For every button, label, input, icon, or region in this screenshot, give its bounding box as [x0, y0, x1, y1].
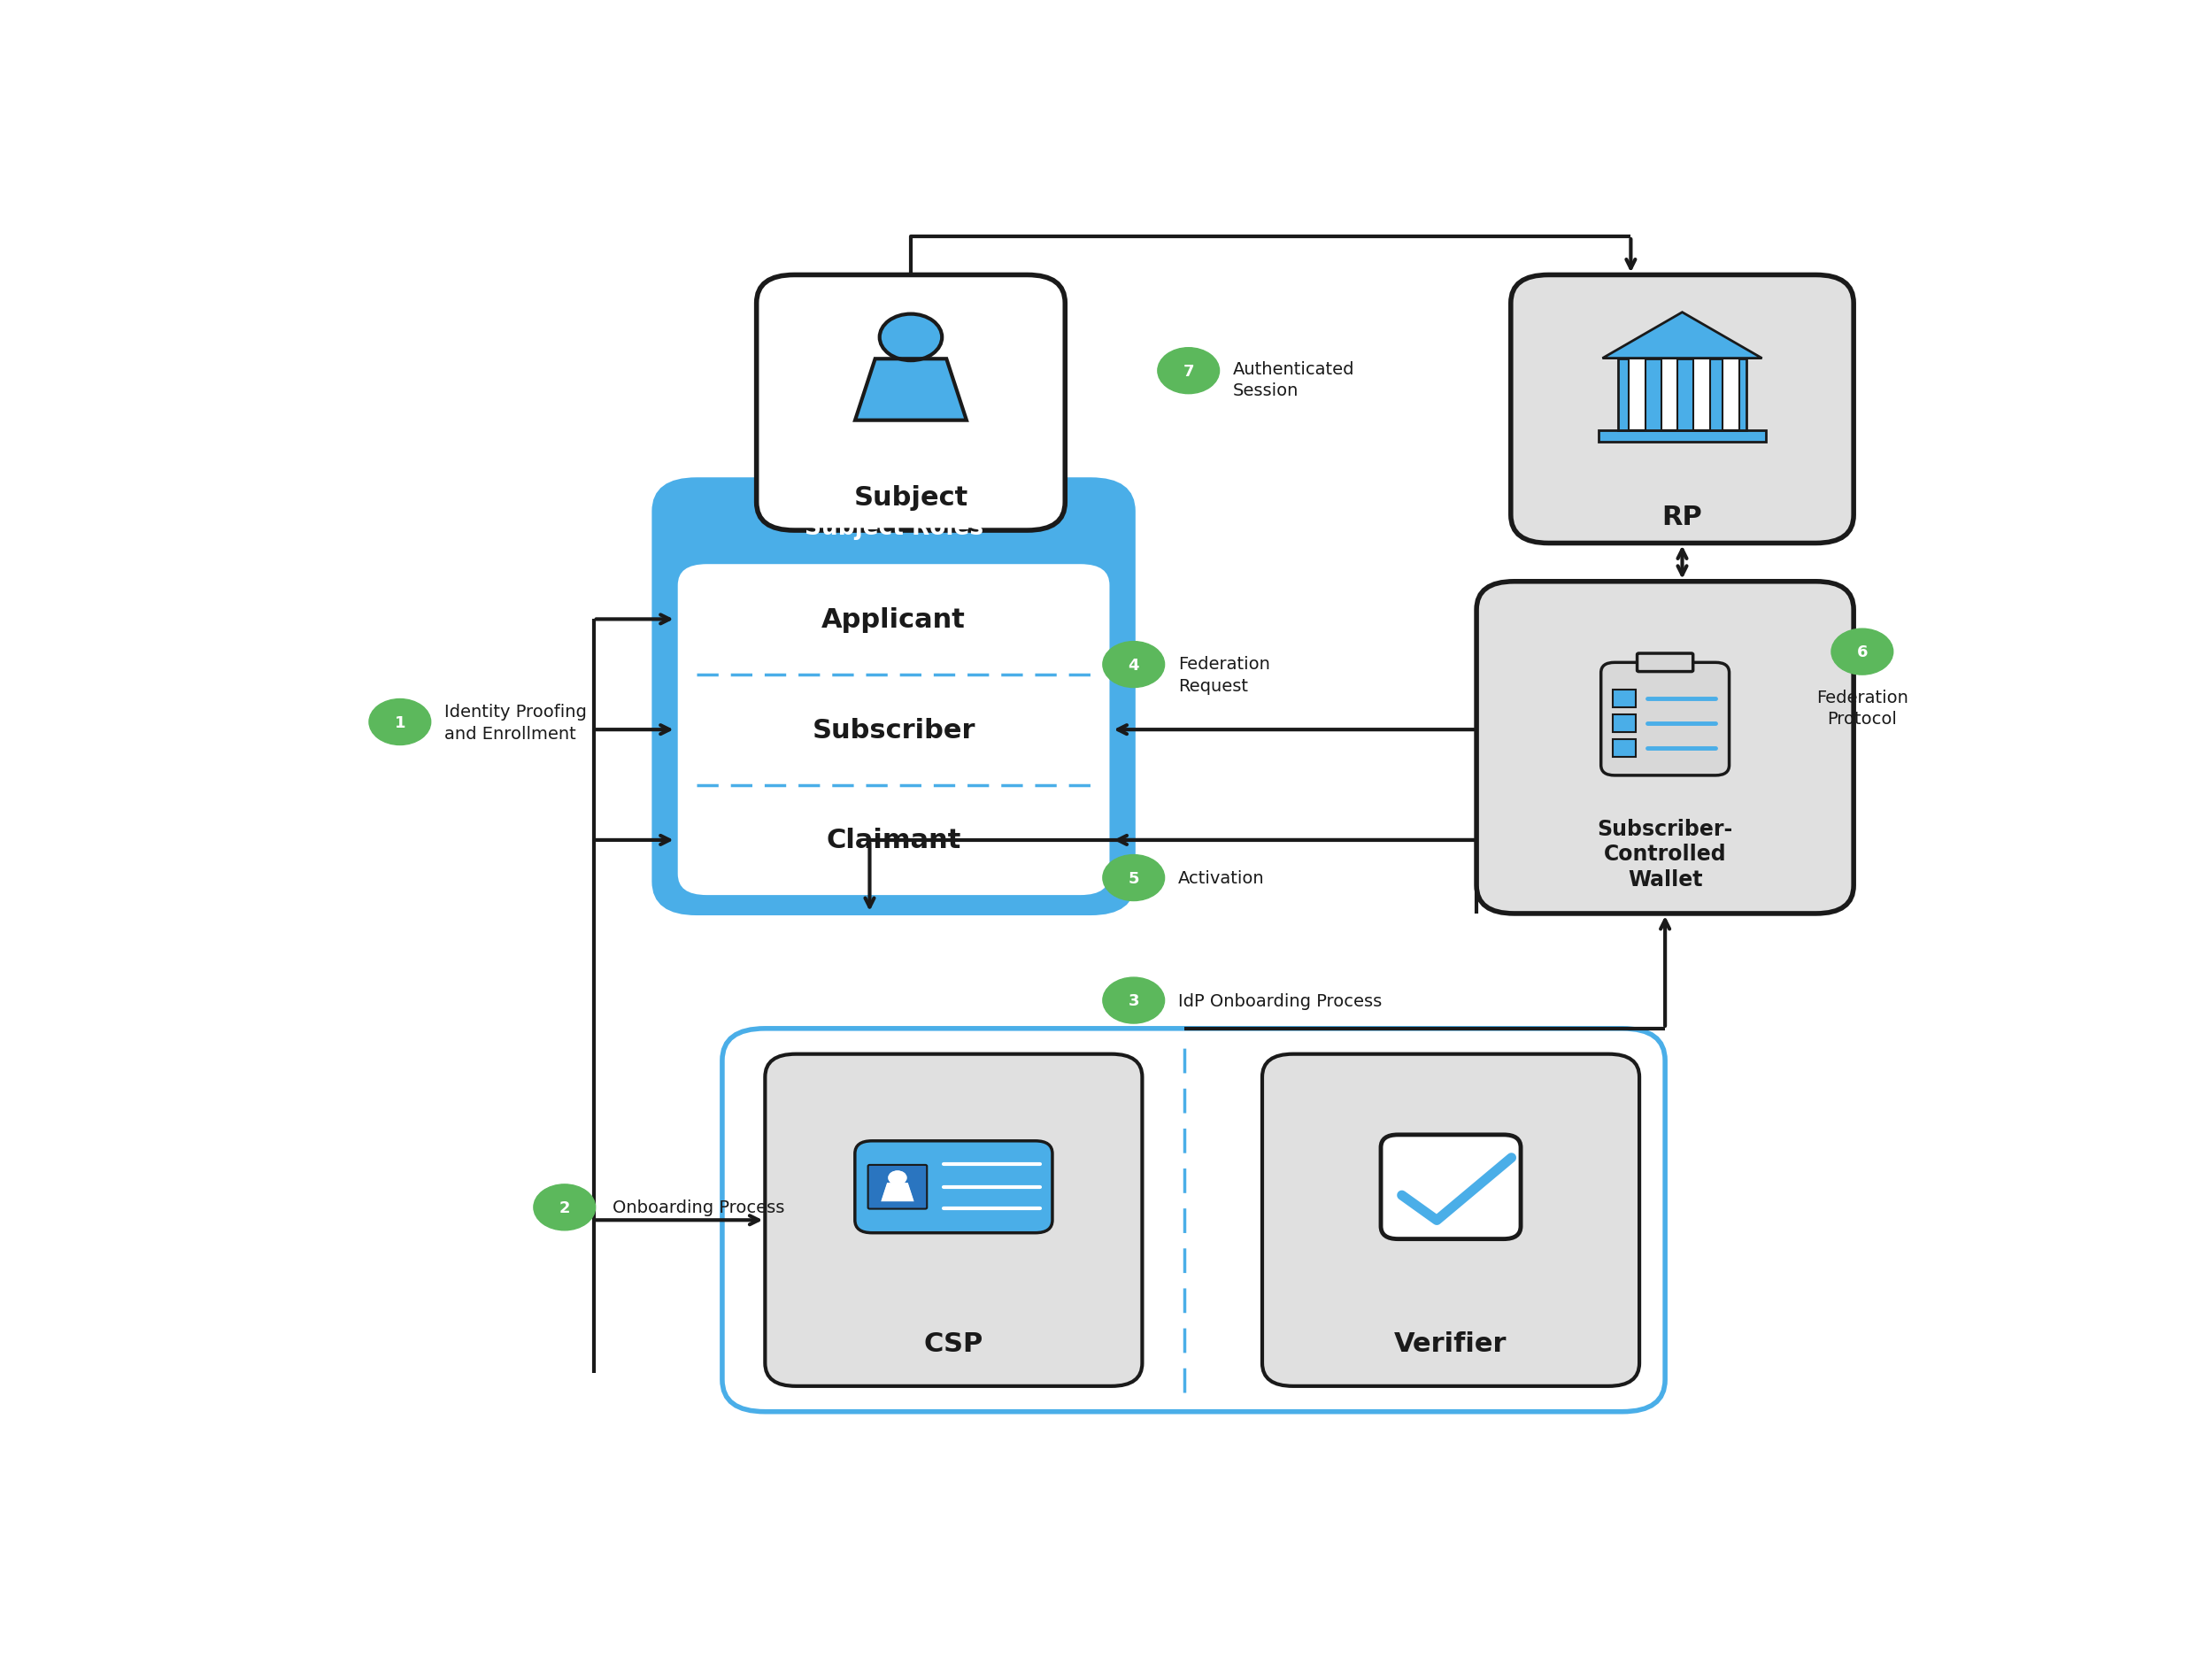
Text: Onboarding Process: Onboarding Process [613, 1199, 785, 1215]
Polygon shape [883, 1184, 914, 1200]
FancyBboxPatch shape [1601, 663, 1730, 776]
FancyBboxPatch shape [1478, 582, 1854, 914]
Text: Authenticated
Session: Authenticated Session [1232, 361, 1354, 400]
Text: 2: 2 [560, 1199, 571, 1215]
Circle shape [889, 1172, 907, 1184]
Bar [1617, 358, 1747, 431]
Text: Applicant: Applicant [821, 607, 967, 632]
Text: Federation
Request: Federation Request [1179, 657, 1270, 695]
Circle shape [1157, 348, 1219, 395]
Circle shape [1104, 978, 1164, 1023]
Bar [1599, 431, 1765, 443]
FancyBboxPatch shape [1380, 1136, 1520, 1239]
Circle shape [533, 1184, 595, 1230]
Text: Subscriber-
Controlled
Wallet: Subscriber- Controlled Wallet [1597, 817, 1732, 890]
Text: 4: 4 [1128, 657, 1139, 673]
FancyBboxPatch shape [1263, 1054, 1639, 1386]
Circle shape [1104, 856, 1164, 902]
Bar [1692, 358, 1710, 431]
FancyBboxPatch shape [655, 479, 1135, 914]
Text: Subject Roles: Subject Roles [805, 517, 982, 541]
Text: 3: 3 [1128, 993, 1139, 1008]
Text: Activation: Activation [1179, 870, 1265, 887]
Bar [1661, 358, 1677, 431]
Circle shape [1104, 642, 1164, 688]
Bar [1723, 358, 1739, 431]
Text: CSP: CSP [925, 1330, 984, 1356]
Text: RP: RP [1661, 504, 1703, 529]
FancyBboxPatch shape [867, 1166, 927, 1209]
FancyBboxPatch shape [677, 562, 1110, 897]
Text: IdP Onboarding Process: IdP Onboarding Process [1179, 991, 1382, 1010]
Circle shape [369, 700, 431, 746]
Text: Subject: Subject [854, 484, 969, 511]
Text: 6: 6 [1856, 645, 1867, 660]
Circle shape [1832, 628, 1893, 675]
FancyBboxPatch shape [1511, 275, 1854, 544]
Text: 5: 5 [1128, 870, 1139, 885]
Text: Claimant: Claimant [827, 827, 960, 854]
Text: Subscriber: Subscriber [812, 718, 975, 743]
Bar [1628, 358, 1646, 431]
Text: 1: 1 [394, 715, 405, 731]
FancyBboxPatch shape [854, 1141, 1053, 1234]
FancyBboxPatch shape [757, 275, 1066, 531]
FancyBboxPatch shape [721, 1028, 1666, 1413]
Polygon shape [1601, 313, 1763, 358]
Bar [1613, 690, 1637, 708]
Circle shape [880, 315, 942, 361]
Text: 7: 7 [1183, 363, 1194, 380]
FancyBboxPatch shape [1637, 653, 1692, 671]
FancyBboxPatch shape [765, 1054, 1141, 1386]
Text: Federation
Protocol: Federation Protocol [1816, 690, 1909, 728]
Bar [1613, 715, 1637, 733]
Bar [1613, 739, 1637, 758]
Text: Identity Proofing
and Enrollment: Identity Proofing and Enrollment [445, 703, 586, 741]
Text: Verifier: Verifier [1394, 1330, 1506, 1356]
Polygon shape [856, 360, 967, 421]
